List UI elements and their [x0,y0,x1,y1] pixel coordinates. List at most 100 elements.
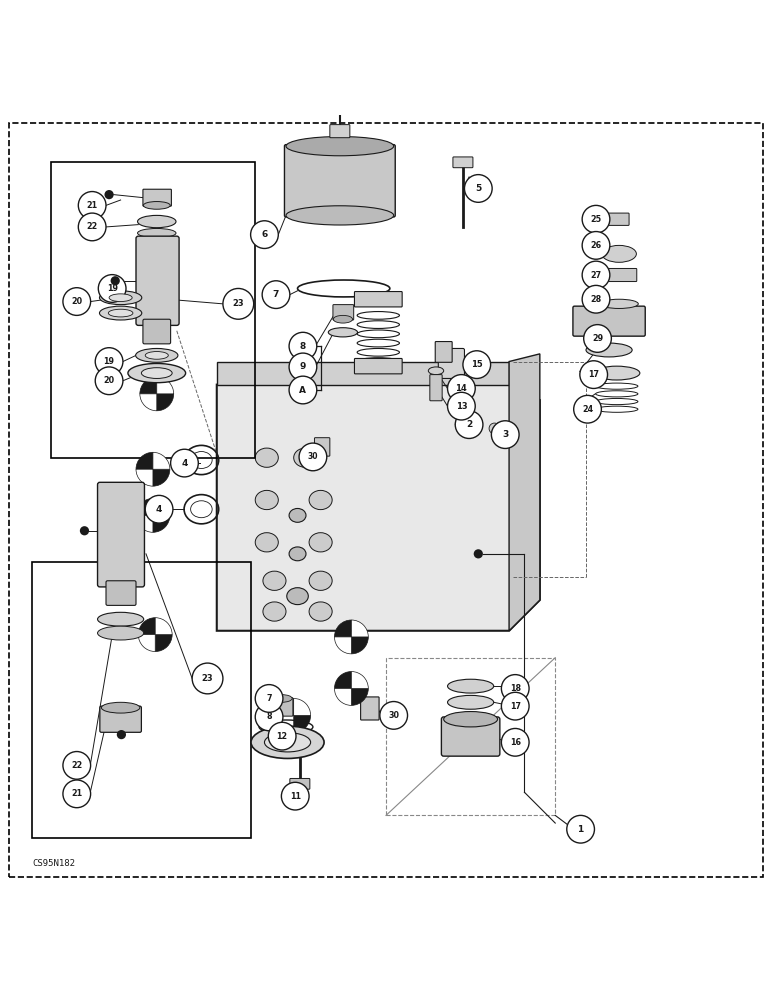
Text: 28: 28 [591,295,601,304]
Circle shape [262,281,290,308]
Circle shape [95,348,123,375]
Wedge shape [334,688,351,705]
FancyBboxPatch shape [354,358,402,374]
Circle shape [474,549,483,558]
Text: 23: 23 [201,674,213,683]
Circle shape [289,353,317,381]
Text: 20: 20 [71,297,83,306]
Circle shape [63,288,90,315]
FancyBboxPatch shape [333,305,354,320]
FancyBboxPatch shape [435,342,452,362]
Circle shape [63,780,90,808]
Text: 13: 13 [455,402,467,411]
FancyBboxPatch shape [143,189,171,206]
Ellipse shape [109,294,132,302]
Wedge shape [334,637,351,654]
FancyBboxPatch shape [290,778,310,789]
Circle shape [448,375,476,402]
Ellipse shape [108,309,133,317]
Circle shape [289,332,317,360]
FancyBboxPatch shape [106,581,136,605]
Ellipse shape [286,588,308,605]
Wedge shape [293,698,310,715]
Ellipse shape [263,602,286,621]
Text: 23: 23 [232,299,244,308]
Wedge shape [157,377,174,394]
Circle shape [582,232,610,259]
Circle shape [117,730,126,739]
Ellipse shape [101,702,140,713]
Text: 3: 3 [502,430,508,439]
Ellipse shape [309,490,332,510]
Ellipse shape [448,695,493,709]
Circle shape [269,722,296,750]
Circle shape [501,692,529,720]
Circle shape [256,685,283,712]
Ellipse shape [328,328,357,337]
Ellipse shape [97,612,144,626]
Circle shape [251,221,279,248]
Ellipse shape [309,602,332,621]
Ellipse shape [600,299,638,308]
Circle shape [171,449,198,477]
FancyBboxPatch shape [453,157,473,168]
Circle shape [455,411,483,438]
FancyBboxPatch shape [438,348,465,378]
FancyBboxPatch shape [270,698,293,716]
Wedge shape [138,618,155,635]
FancyBboxPatch shape [430,375,442,401]
Text: 29: 29 [592,334,603,343]
Bar [52,162,256,458]
Wedge shape [153,498,170,515]
Ellipse shape [293,448,317,467]
Ellipse shape [448,679,493,693]
Text: 9: 9 [300,362,306,371]
Circle shape [104,190,113,199]
Ellipse shape [145,352,168,359]
Wedge shape [136,452,153,469]
Circle shape [580,361,608,388]
Text: 21: 21 [86,201,98,210]
Circle shape [78,213,106,241]
Circle shape [289,376,317,404]
Text: 7: 7 [266,694,272,703]
FancyBboxPatch shape [100,706,141,732]
Ellipse shape [428,367,444,375]
Text: 14: 14 [455,384,467,393]
Wedge shape [136,498,153,515]
Ellipse shape [256,490,279,510]
Text: 4: 4 [156,505,162,514]
Ellipse shape [309,571,332,590]
FancyBboxPatch shape [354,292,402,307]
Circle shape [223,288,254,319]
Ellipse shape [251,726,324,758]
Circle shape [448,392,476,420]
Text: 12: 12 [276,732,288,741]
Text: 17: 17 [588,370,599,379]
Text: 4: 4 [181,459,188,468]
Ellipse shape [601,245,636,262]
Circle shape [584,325,611,352]
Text: 15: 15 [471,360,482,369]
Circle shape [574,395,601,423]
Text: 27: 27 [591,271,601,280]
Text: 24: 24 [582,405,593,414]
FancyBboxPatch shape [143,319,171,344]
Ellipse shape [263,571,286,590]
Wedge shape [351,688,368,705]
Text: 8: 8 [300,342,306,351]
Wedge shape [153,469,170,486]
Circle shape [98,275,126,302]
Text: 16: 16 [510,738,521,747]
Text: 21: 21 [71,789,83,798]
Text: 20: 20 [103,376,115,385]
Circle shape [463,351,491,378]
Text: 19: 19 [103,357,114,366]
FancyBboxPatch shape [608,213,629,225]
Text: 5: 5 [476,184,482,193]
Ellipse shape [128,363,185,383]
Ellipse shape [256,533,279,552]
Ellipse shape [586,343,632,357]
Circle shape [582,285,610,313]
FancyBboxPatch shape [330,125,350,138]
